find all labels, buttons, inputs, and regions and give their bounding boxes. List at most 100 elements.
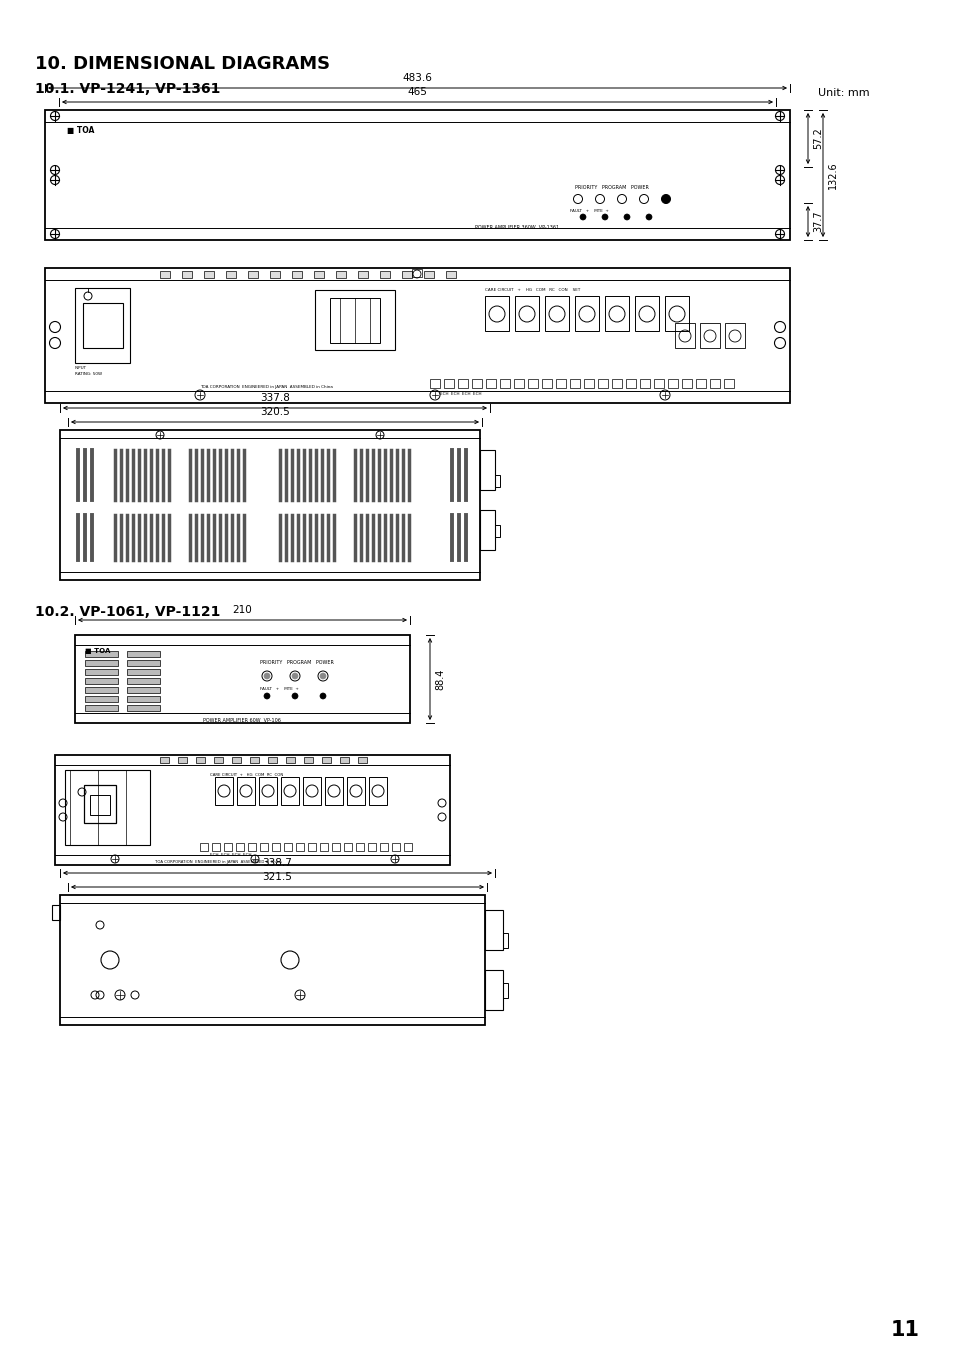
Bar <box>446 272 456 278</box>
Bar <box>200 843 208 851</box>
Text: 483.6: 483.6 <box>402 73 432 82</box>
Bar <box>127 651 160 657</box>
Circle shape <box>264 693 270 698</box>
Text: 88.4: 88.4 <box>435 669 444 690</box>
Bar <box>379 272 390 278</box>
Bar <box>479 509 495 550</box>
Text: 210: 210 <box>233 605 253 615</box>
Bar <box>75 635 410 723</box>
Bar <box>495 526 499 536</box>
Bar <box>55 755 450 865</box>
Bar <box>85 661 118 666</box>
Text: 321.5: 321.5 <box>262 871 293 882</box>
Bar <box>514 380 523 388</box>
Bar <box>357 757 367 763</box>
Bar <box>625 380 636 388</box>
Bar <box>357 272 368 278</box>
Bar <box>248 272 257 278</box>
Bar <box>330 299 379 343</box>
Bar <box>681 380 691 388</box>
Bar <box>232 757 241 763</box>
Bar <box>260 843 268 851</box>
Bar <box>127 669 160 676</box>
Circle shape <box>292 673 297 680</box>
Bar <box>412 269 421 277</box>
Circle shape <box>645 213 651 220</box>
Text: TOA CORPORATION  ENGINEERED in JAPAN  ASSEMBLED in China: TOA CORPORATION ENGINEERED in JAPAN ASSE… <box>154 861 281 865</box>
Bar <box>457 380 468 388</box>
Bar <box>303 777 320 805</box>
Bar <box>235 843 244 851</box>
Text: ■ TOA: ■ TOA <box>67 126 94 135</box>
Bar <box>403 843 412 851</box>
Bar <box>182 272 192 278</box>
Bar <box>160 757 169 763</box>
Bar <box>127 705 160 711</box>
Bar <box>484 970 502 1011</box>
Text: ECH  ECH  ECH  ECH: ECH ECH ECH ECH <box>210 852 252 857</box>
Bar <box>281 777 298 805</box>
Bar <box>250 757 258 763</box>
Bar <box>667 380 678 388</box>
Text: 11: 11 <box>890 1320 919 1340</box>
Bar <box>423 272 434 278</box>
Bar <box>724 323 744 349</box>
Text: RATING: 50W: RATING: 50W <box>75 372 102 376</box>
Bar <box>612 380 621 388</box>
Bar <box>401 272 412 278</box>
Bar <box>499 380 510 388</box>
Text: 465: 465 <box>407 86 427 97</box>
Text: POWER AMPLIFIER 60W  VP-106: POWER AMPLIFIER 60W VP-106 <box>203 717 280 723</box>
Bar <box>127 696 160 703</box>
Bar <box>226 272 235 278</box>
Text: POWER AMPLIFIER 360W  VP-1361: POWER AMPLIFIER 360W VP-1361 <box>475 226 558 230</box>
Text: FAULT   +    MTE  +: FAULT + MTE + <box>260 688 298 690</box>
Bar <box>495 476 499 486</box>
Bar <box>325 777 343 805</box>
Bar <box>347 777 365 805</box>
Bar <box>213 757 223 763</box>
Circle shape <box>319 693 326 698</box>
Bar <box>639 380 649 388</box>
Bar <box>575 296 598 331</box>
Bar <box>314 290 395 350</box>
Bar <box>479 450 495 490</box>
Bar <box>308 843 315 851</box>
Bar <box>212 843 220 851</box>
Bar <box>160 272 170 278</box>
Text: Unit: mm: Unit: mm <box>818 88 869 99</box>
Text: 37.7: 37.7 <box>812 211 822 232</box>
Bar <box>204 272 213 278</box>
Text: 57.2: 57.2 <box>812 127 822 150</box>
Bar <box>541 380 552 388</box>
Text: 10. DIMENSIONAL DIAGRAMS: 10. DIMENSIONAL DIAGRAMS <box>35 55 330 73</box>
Bar <box>45 109 789 240</box>
Text: 10.2. VP-1061, VP-1121: 10.2. VP-1061, VP-1121 <box>35 605 220 619</box>
Bar <box>248 843 255 851</box>
Bar <box>368 843 375 851</box>
Text: ECH  ECH  ECH  ECH: ECH ECH ECH ECH <box>439 392 481 396</box>
Bar <box>709 380 720 388</box>
Bar <box>339 757 349 763</box>
Bar <box>544 296 568 331</box>
Bar <box>484 911 502 950</box>
Bar <box>45 267 789 403</box>
Bar <box>502 934 507 948</box>
Bar <box>635 296 659 331</box>
Bar <box>178 757 187 763</box>
Bar <box>392 843 399 851</box>
Bar <box>292 272 302 278</box>
Bar <box>268 757 276 763</box>
Bar <box>430 380 439 388</box>
Bar <box>319 843 328 851</box>
Bar <box>65 770 150 844</box>
Bar <box>127 678 160 684</box>
Text: PRIORITY   PROGRAM   POWER: PRIORITY PROGRAM POWER <box>260 661 334 665</box>
Bar <box>696 380 705 388</box>
Circle shape <box>623 213 629 220</box>
Bar <box>502 984 507 998</box>
Text: 10.1. VP-1241, VP-1361: 10.1. VP-1241, VP-1361 <box>35 82 220 96</box>
Text: INPUT: INPUT <box>75 366 87 370</box>
Bar <box>90 794 110 815</box>
Bar <box>344 843 352 851</box>
